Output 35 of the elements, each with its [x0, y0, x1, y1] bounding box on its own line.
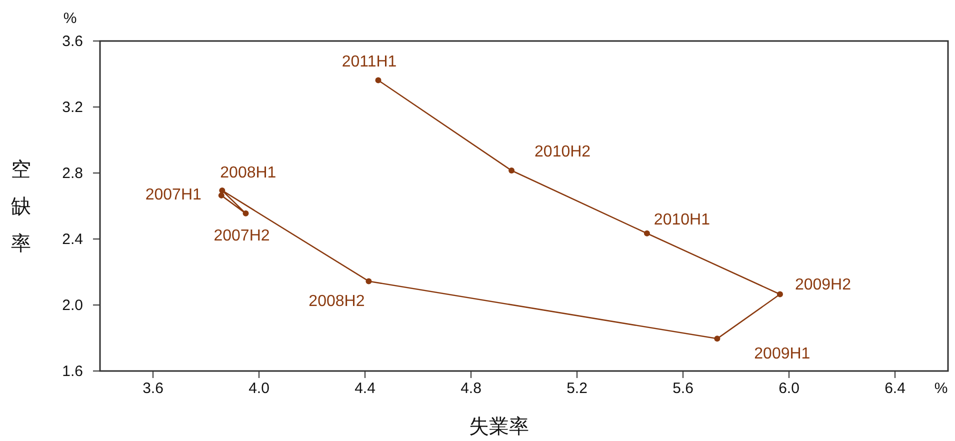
annotation: 2007H1 [145, 186, 202, 204]
annotation: 2008H2 [308, 293, 365, 310]
annotation: 2011H1 [342, 53, 397, 70]
annotation: 2007H2 [214, 227, 270, 244]
point [714, 336, 720, 342]
point [776, 291, 783, 298]
text: % [63, 10, 77, 27]
annotation: 2010H1 [654, 211, 710, 228]
y-tick-label: 3.6 [62, 33, 83, 50]
x-axis-title: 失業率 [469, 414, 529, 438]
text: % [934, 380, 948, 397]
annotation: 2010H2 [534, 144, 591, 161]
y-axis-title: 空缺率 [11, 157, 31, 255]
point [242, 210, 249, 216]
y-tick-label: 2.8 [62, 165, 83, 182]
x-tick-label: 4.4 [354, 380, 376, 397]
x-tick-label: 5.2 [566, 380, 588, 397]
x-tick-label: 6.0 [778, 380, 800, 397]
x-tick-label: 3.6 [142, 380, 164, 397]
y-tick-label: 1.6 [62, 363, 83, 380]
annotation: 2009H1 [754, 346, 810, 363]
annotation: 2008H1 [220, 164, 276, 182]
point [219, 187, 226, 194]
point [508, 168, 515, 174]
x-tick-label: 4.8 [460, 380, 482, 397]
point [644, 230, 650, 236]
x-tick-label: 4.0 [248, 380, 270, 397]
y-tick-label: 2.0 [62, 297, 83, 314]
annotation: 2009H2 [794, 276, 852, 294]
y-tick-label: 2.4 [62, 231, 83, 248]
y-tick-label: 3.2 [62, 99, 83, 116]
point [366, 278, 372, 284]
x-tick-label: 6.4 [884, 380, 906, 397]
x-tick-label: 5.6 [672, 380, 694, 397]
point [375, 77, 382, 84]
